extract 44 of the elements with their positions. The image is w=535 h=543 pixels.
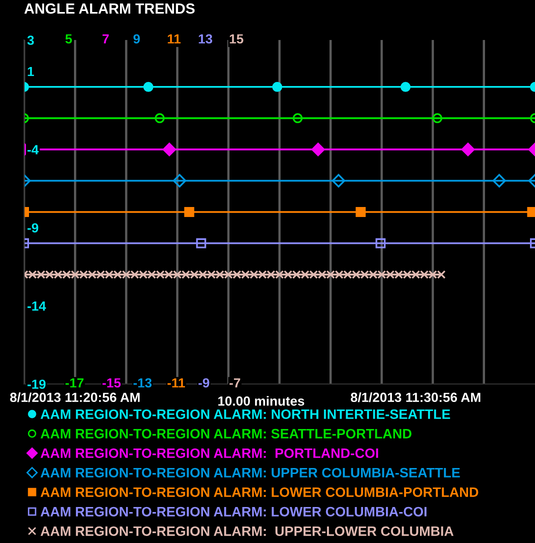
y-tick-label: -14 — [28, 302, 46, 311]
legend-label: AAM REGION-TO-REGION ALARM: NORTH INTERTIE-SEATTLE — [40, 409, 450, 419]
point — [272, 82, 282, 92]
annotation: -7 — [230, 378, 240, 388]
point — [292, 113, 303, 124]
y-tick-label: -4 — [28, 145, 39, 154]
annotation: 15 — [230, 34, 244, 44]
annotation: -9 — [198, 378, 210, 388]
legend-label: AAM REGION-TO-REGION ALARM: LOWER COLUMBIA-COI — [40, 506, 426, 516]
point — [172, 174, 186, 188]
annotation: 5 — [65, 34, 72, 44]
x-tick-label: 8/1/2013 11:20:56 AM — [10, 392, 140, 402]
point — [332, 174, 346, 188]
point — [154, 113, 165, 124]
annotation: -17 — [66, 378, 84, 388]
point — [184, 207, 194, 217]
y-tick-label: 1 — [28, 66, 34, 76]
point — [356, 207, 366, 217]
annotation: 11 — [168, 34, 181, 44]
annotation: 7 — [102, 34, 109, 44]
point — [432, 113, 442, 124]
annotation: -13 — [134, 378, 152, 388]
y-tick-label: -9 — [28, 223, 38, 233]
legend-label: AAM REGION-TO-REGION ALARM: UPPER COLUMBIA-SEATTLE — [40, 468, 460, 478]
y-tick-label: -19 — [28, 380, 46, 389]
chart-title: ANGLE ALARM TRENDS — [24, 3, 195, 14]
point — [162, 142, 176, 156]
legend-label: AAM REGION-TO-REGION ALARM: LOWER COLUMBIA-PORTLAND — [40, 487, 478, 497]
legend-label: AAM REGION-TO-REGION ALARM: UPPER-LOWER COLUMBIA — [40, 526, 454, 536]
point — [461, 142, 475, 156]
annotation: 9 — [133, 34, 140, 44]
x-axis-title: 10.00 minutes — [218, 396, 304, 406]
legend-label: AAM REGION-TO-REGION ALARM: PORTLAND-COI — [40, 448, 378, 458]
annotation: -11 — [168, 378, 185, 388]
point — [492, 174, 506, 188]
point — [143, 82, 154, 92]
x-tick-label: 8/1/2013 11:30:56 AM — [350, 392, 480, 402]
point — [527, 207, 535, 217]
annotation: -15 — [102, 378, 121, 388]
point — [400, 82, 411, 92]
point — [311, 142, 325, 156]
legend-label: AAM REGION-TO-REGION ALARM: SEATTLE-PORTLAND — [40, 428, 412, 438]
annotation: 13 — [198, 34, 212, 44]
y-tick-label: 3 — [27, 36, 34, 45]
